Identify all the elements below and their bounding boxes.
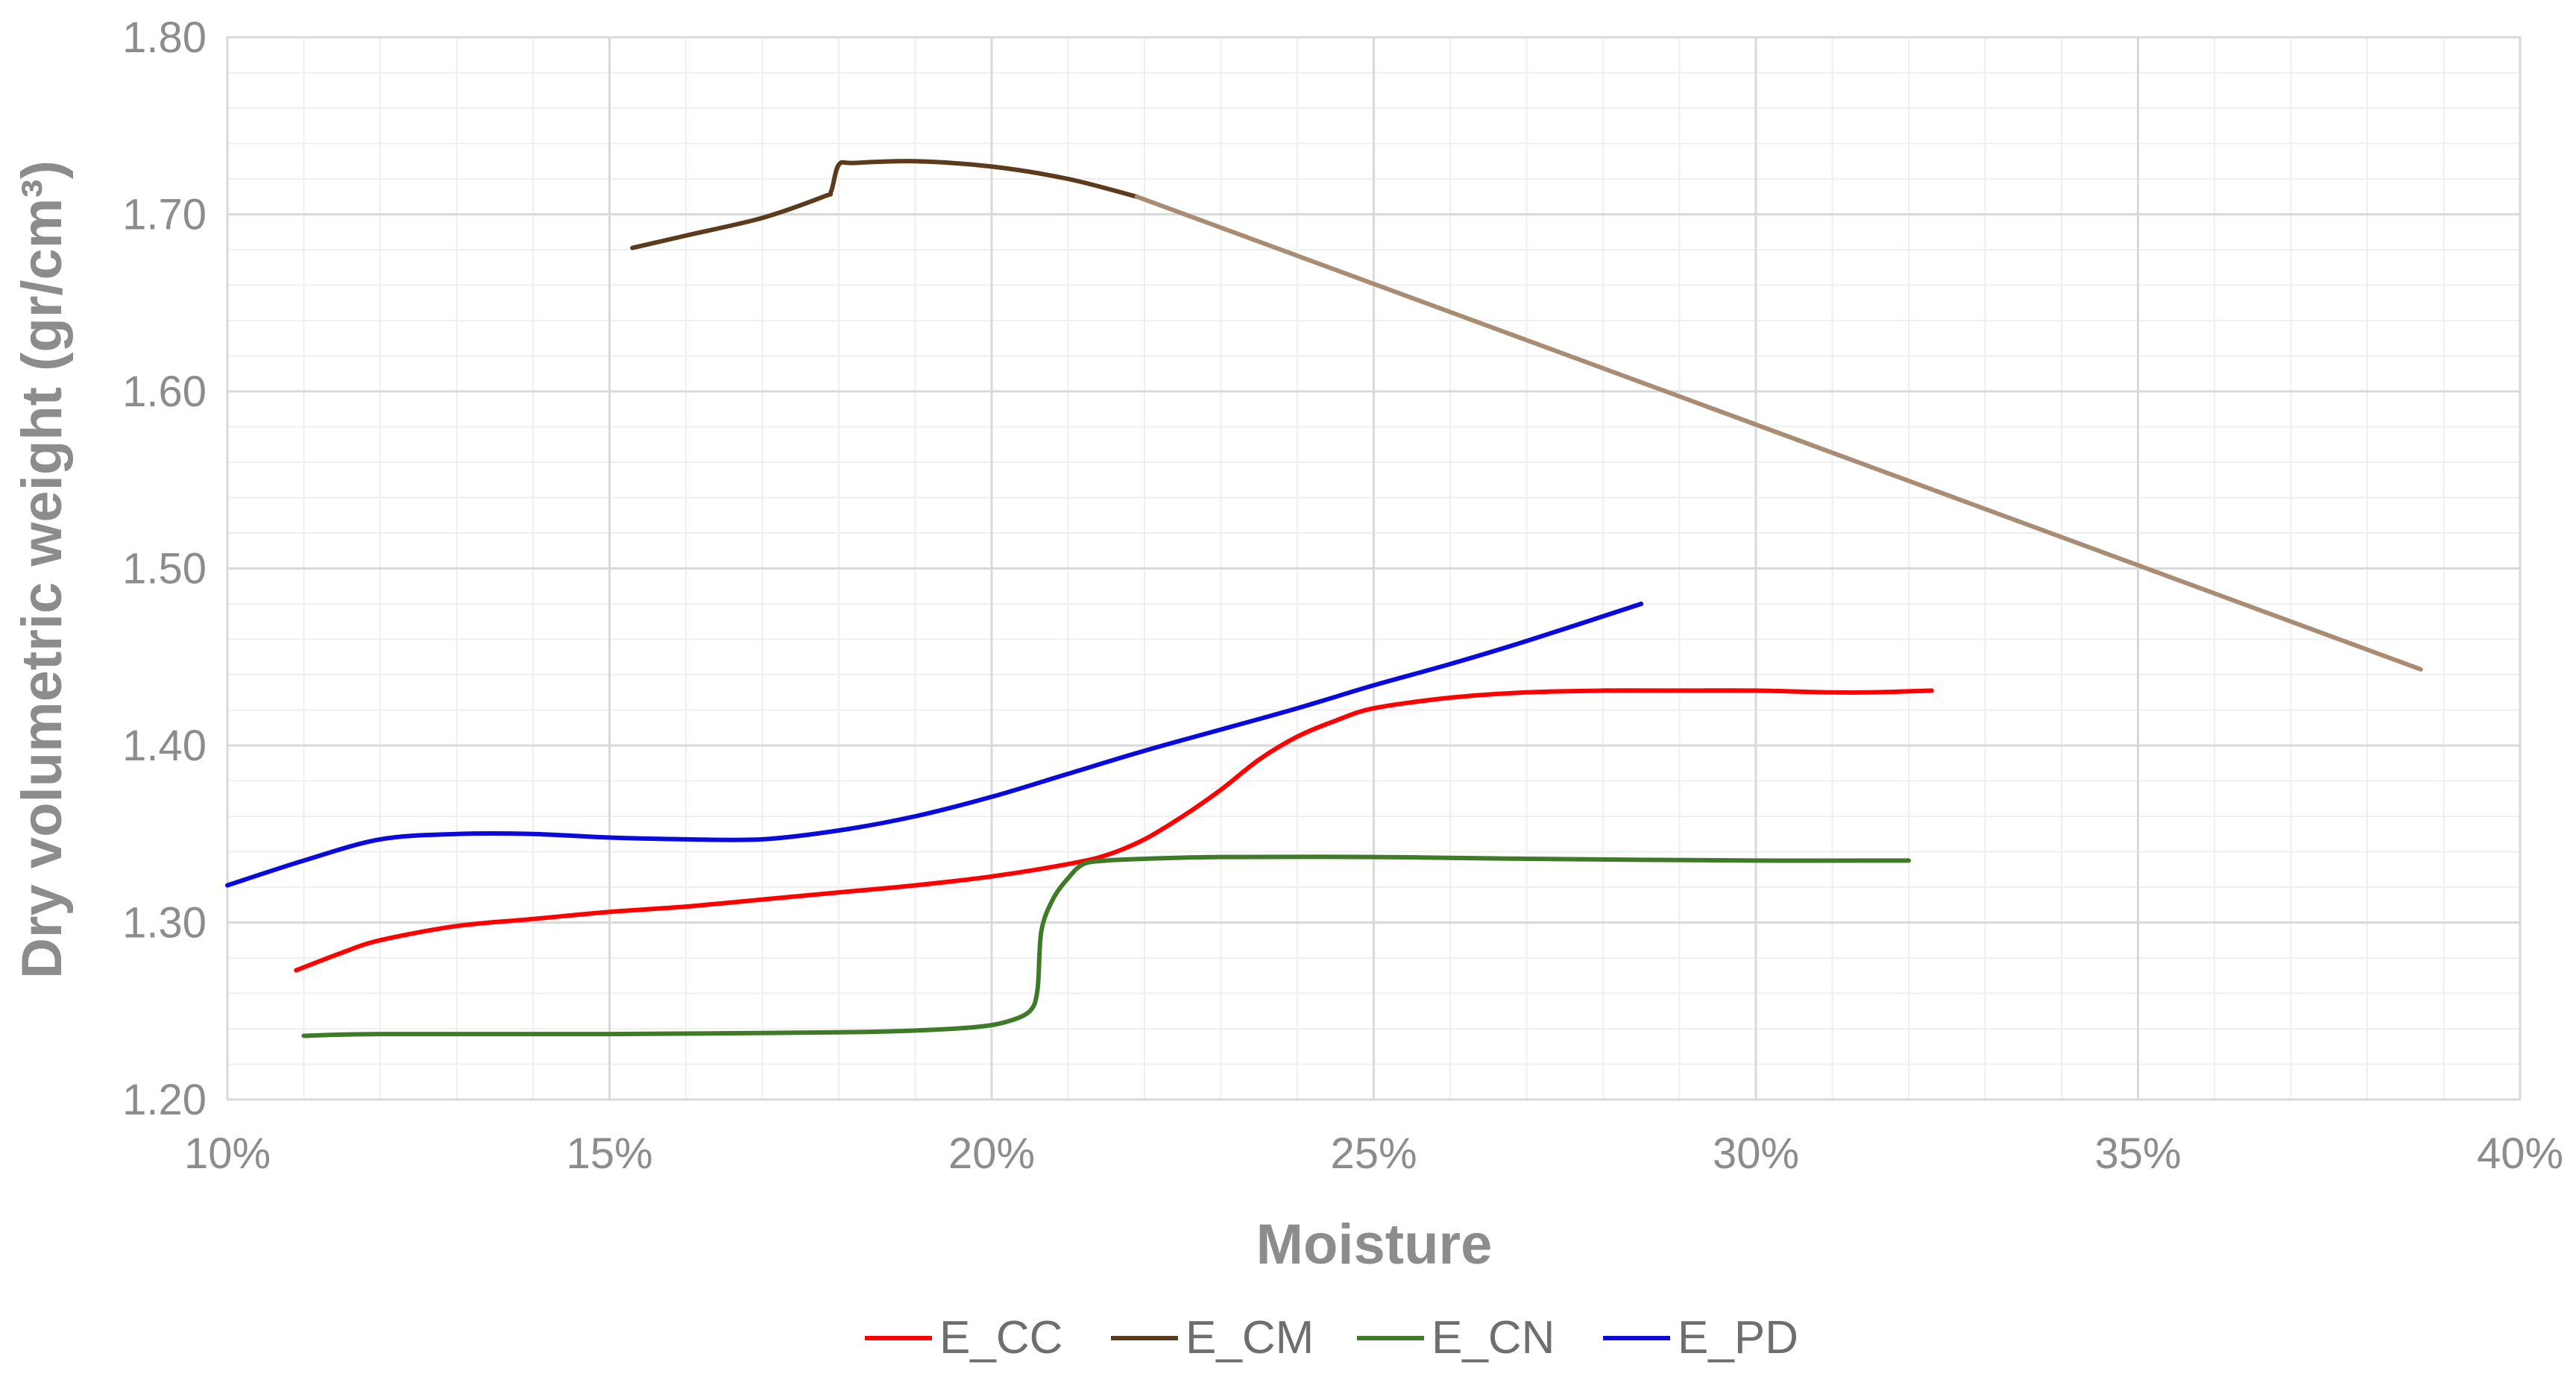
x-tick-label: 25% [1330, 1129, 1417, 1178]
series-line-e-cm-trend [1134, 194, 2423, 672]
y-tick-label: 1.40 [122, 722, 207, 770]
x-tick-label: 15% [566, 1129, 652, 1178]
axes: 10% 15% 20% 25% 30% 35% 40% 1.20 1.30 1.40 1.50 1.6… [122, 13, 2563, 1178]
series-lines [225, 159, 2423, 1038]
x-tick-label: 40% [2477, 1129, 2563, 1178]
x-tick-label: 20% [948, 1129, 1035, 1178]
series-line-e-cm [630, 159, 1139, 250]
y-tick-label: 1.50 [122, 545, 207, 593]
legend: E_CC E_CM E_CN E_PD [865, 1312, 1798, 1363]
y-tick-label: 1.70 [122, 191, 207, 239]
legend-label-e-cm: E_CM [1185, 1312, 1314, 1363]
x-tick-label: 10% [184, 1129, 271, 1178]
y-tick-label: 1.20 [122, 1076, 207, 1124]
series-line-e-cn [301, 854, 1911, 1038]
legend-label-e-cc: E_CC [939, 1312, 1062, 1363]
legend-label-e-cn: E_CN [1432, 1312, 1555, 1363]
legend-label-e-pd: E_PD [1678, 1312, 1798, 1363]
grid [226, 36, 2522, 1101]
y-tick-label: 1.80 [122, 13, 207, 62]
series-line-e-cc [294, 688, 1934, 973]
y-tick-label: 1.30 [122, 899, 207, 947]
x-axis-title: Moisture [1256, 1213, 1493, 1276]
series-line-e-pd [225, 602, 1644, 888]
y-axis-title: Dry volumetric weight (gr/cm³) [10, 160, 74, 979]
x-tick-label: 35% [2094, 1129, 2181, 1178]
plot-area-border [226, 36, 2522, 1101]
x-tick-label: 30% [1713, 1129, 1799, 1178]
y-tick-label: 1.60 [122, 368, 207, 416]
